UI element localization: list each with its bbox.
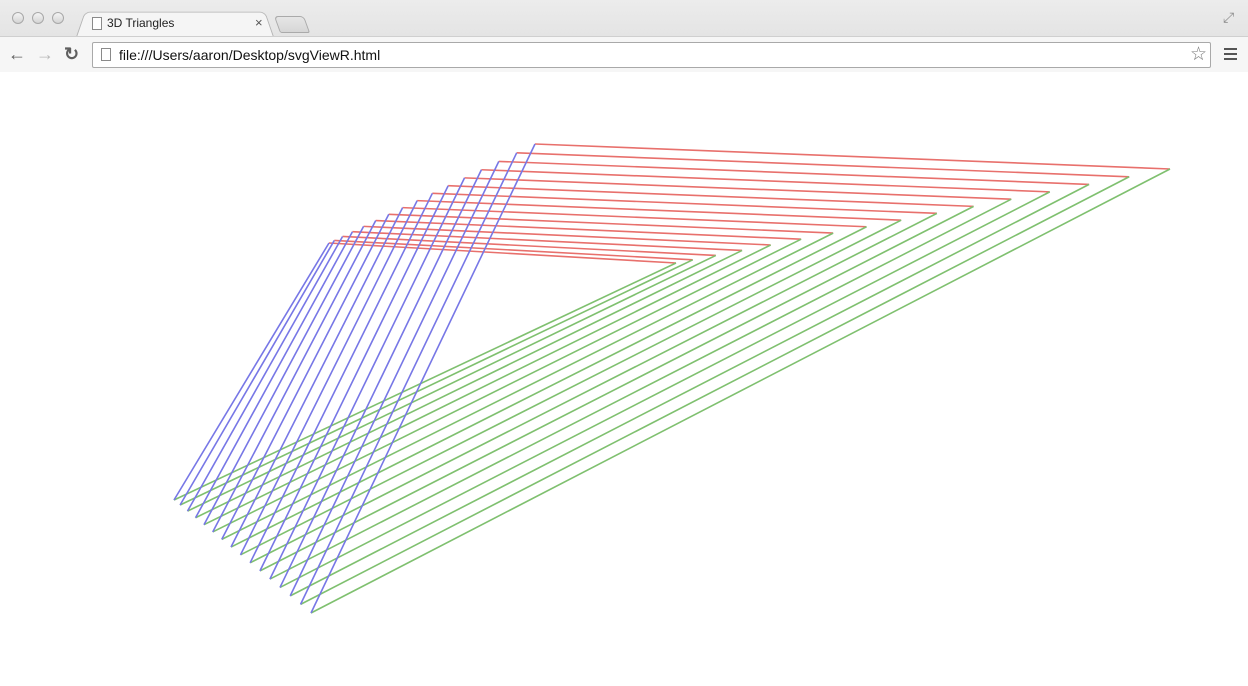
browser-chrome: 3D Triangles × ⤢ ← → ↻ ☆	[0, 0, 1248, 73]
blue-edge-10	[259, 185, 449, 572]
blue-edges	[173, 143, 536, 614]
toolbar: ← → ↻ ☆	[0, 36, 1248, 72]
red-edge-0	[328, 242, 677, 264]
green-edge-4	[203, 244, 772, 526]
blue-edge-2	[186, 236, 344, 512]
green-edge-14	[300, 176, 1130, 606]
red-edge-14	[516, 152, 1130, 178]
fullscreen-icon[interactable]: ⤢	[1223, 9, 1235, 25]
blue-edge-12	[279, 169, 483, 588]
red-edge-1	[334, 239, 693, 261]
red-edge-15	[534, 143, 1171, 170]
blue-edge-14	[299, 152, 518, 605]
close-window-button[interactable]	[12, 12, 24, 24]
url-input[interactable]	[119, 46, 1179, 64]
green-edges	[173, 168, 1171, 614]
red-edge-5	[375, 219, 802, 240]
green-edge-1	[179, 259, 694, 506]
menu-icon[interactable]	[1224, 48, 1237, 62]
bookmark-star-icon[interactable]: ☆	[1189, 44, 1207, 65]
blue-edge-3	[194, 231, 354, 519]
red-edge-10	[448, 184, 974, 208]
red-edge-12	[481, 168, 1050, 193]
green-edge-3	[195, 249, 743, 519]
tab-strip: 3D Triangles × ⤢	[0, 0, 1248, 37]
blue-edge-7	[230, 207, 404, 548]
green-edge-12	[279, 191, 1051, 589]
red-edge-13	[498, 160, 1090, 186]
blue-edge-8	[239, 200, 418, 556]
green-edge-2	[187, 254, 717, 512]
green-edge-15	[310, 168, 1171, 614]
red-edge-8	[417, 199, 902, 221]
new-tab-button[interactable]	[273, 16, 311, 33]
tab-title: 3D Triangles	[107, 16, 175, 30]
reload-icon[interactable]: ↻	[64, 44, 80, 64]
blue-edge-13	[289, 161, 500, 597]
zoom-window-button[interactable]	[52, 12, 64, 24]
red-edge-6	[388, 213, 834, 234]
page-viewport	[0, 72, 1248, 681]
minimize-window-button[interactable]	[32, 12, 44, 24]
back-arrow-icon[interactable]: ←	[8, 44, 26, 64]
red-edge-3	[352, 230, 743, 252]
blue-edge-6	[221, 213, 390, 540]
red-edge-4	[363, 225, 771, 246]
blue-edge-11	[269, 177, 466, 580]
page-icon	[92, 17, 102, 30]
green-edge-0	[173, 262, 677, 501]
address-bar[interactable]: ☆	[92, 42, 1211, 68]
red-edges	[328, 143, 1171, 264]
red-edge-7	[402, 206, 867, 228]
triangles-canvas	[173, 143, 1171, 614]
green-edge-7	[230, 226, 867, 548]
blue-edge-0	[173, 242, 330, 501]
green-edge-9	[249, 212, 938, 564]
tab-close-icon[interactable]: ×	[255, 15, 263, 30]
green-edge-13	[289, 183, 1090, 597]
red-edge-9	[432, 192, 937, 215]
blue-edge-1	[179, 240, 336, 506]
red-edge-11	[464, 177, 1012, 201]
blue-edge-4	[203, 226, 365, 526]
green-edge-10	[259, 205, 974, 572]
blue-edge-9	[249, 192, 434, 564]
red-edge-2	[342, 235, 716, 257]
page-icon	[101, 48, 111, 61]
blue-edge-15	[310, 143, 536, 614]
green-edge-5	[212, 238, 802, 533]
blue-edge-5	[212, 220, 377, 533]
tab-content: 3D Triangles ×	[90, 14, 270, 34]
green-edge-6	[221, 232, 834, 541]
green-edge-11	[269, 198, 1012, 580]
forward-arrow-icon[interactable]: →	[36, 44, 54, 64]
